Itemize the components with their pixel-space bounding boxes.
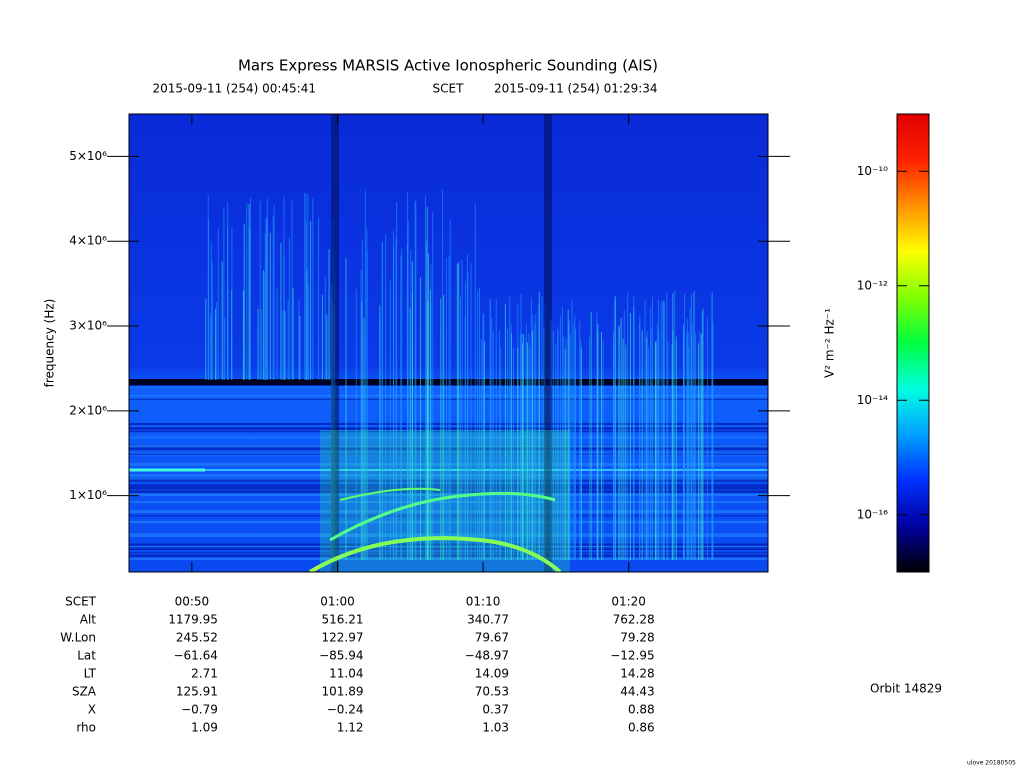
y-tick-label: 3×10⁶ [69,319,107,333]
ephemeris-value: 70.53 [475,685,509,699]
ephemeris-value: −85.94 [319,649,363,663]
y-tick-label: 2×10⁶ [69,403,107,417]
ephemeris-value: 516.21 [321,613,363,627]
colorbar-tick-label: 10⁻¹² [857,278,888,292]
x-tick-label: 00:50 [175,595,210,609]
footer: ulove 20180505 [967,760,1016,767]
x-tick-label: 01:20 [611,595,646,609]
subtitle-label: SCET [433,82,465,96]
ephemeris-value: 340.77 [467,613,509,627]
ephemeris-value: −48.97 [465,649,509,663]
noise-floor-band [129,379,768,385]
ephemeris-label: Lat [77,649,96,663]
ephemeris-value: 14.28 [620,667,654,681]
subtitle-start: 2015-09-11 (254) 00:45:41 [152,82,316,96]
ephemeris-value: 14.09 [475,667,509,681]
x-tick-label: 01:00 [320,595,355,609]
plot-frame [128,113,769,573]
ephemeris-value: 0.86 [628,721,655,735]
ephemeris-label: X [88,703,96,717]
ephemeris-value: 11.04 [329,667,363,681]
ephemeris-label: SZA [72,685,97,699]
ephemeris-value: −61.64 [173,649,217,663]
y-axis-label: frequency (Hz) [43,299,57,388]
dark-column [331,114,339,572]
colorbar-tick-label: 10⁻¹⁶ [857,507,888,521]
subtitle-end: 2015-09-11 (254) 01:29:34 [494,82,658,96]
ephemeris-label: LT [84,667,97,681]
chart-title: Mars Express MARSIS Active Ionospheric S… [238,57,658,75]
ephemeris-value: 1.03 [482,721,509,735]
ephemeris-label: Alt [80,613,97,627]
colorbar-label: V² m⁻² Hz⁻¹ [823,308,837,378]
ephemeris-value: 101.89 [321,685,363,699]
ephemeris-value: 245.52 [176,631,218,645]
ephemeris-value: −0.79 [181,703,218,717]
orbit-label: Orbit 14829 [870,682,942,696]
colorbar-tick-label: 10⁻¹⁴ [857,393,888,407]
spectrogram [129,114,768,572]
ephemeris-value: 0.37 [482,703,509,717]
ephemeris-value: 0.88 [628,703,655,717]
ephemeris-value: 44.43 [620,685,654,699]
echo-trace [329,491,556,542]
ephemeris-label: rho [76,721,96,735]
colorbar [896,113,930,573]
ephemeris-value: 1.09 [191,721,218,735]
x-tick-label: 01:10 [466,595,501,609]
ephemeris-value: 762.28 [613,613,655,627]
surface-echo-region [320,430,570,572]
ephemeris-value: 1179.95 [168,613,218,627]
ephemeris-value: −12.95 [610,649,654,663]
ephemeris-value: 122.97 [321,631,363,645]
ephemeris-value: 79.67 [475,631,509,645]
ephemeris-label: W.Lon [60,631,96,645]
ephemeris-label: SCET [65,595,97,609]
colorbar-tick-label: 10⁻¹⁰ [857,164,888,178]
ephemeris-value: 1.12 [337,721,364,735]
ephemeris-value: 2.71 [191,667,218,681]
ephemeris-value: −0.24 [327,703,364,717]
y-tick-label: 1×10⁶ [69,488,107,502]
ephemeris-value: 79.28 [620,631,654,645]
y-tick-label: 4×10⁶ [69,234,107,248]
echo-trace [308,536,562,572]
dark-column [544,114,552,572]
ephemeris-value: 125.91 [176,685,218,699]
y-tick-label: 5×10⁶ [69,149,107,163]
echo-trace [339,487,441,501]
